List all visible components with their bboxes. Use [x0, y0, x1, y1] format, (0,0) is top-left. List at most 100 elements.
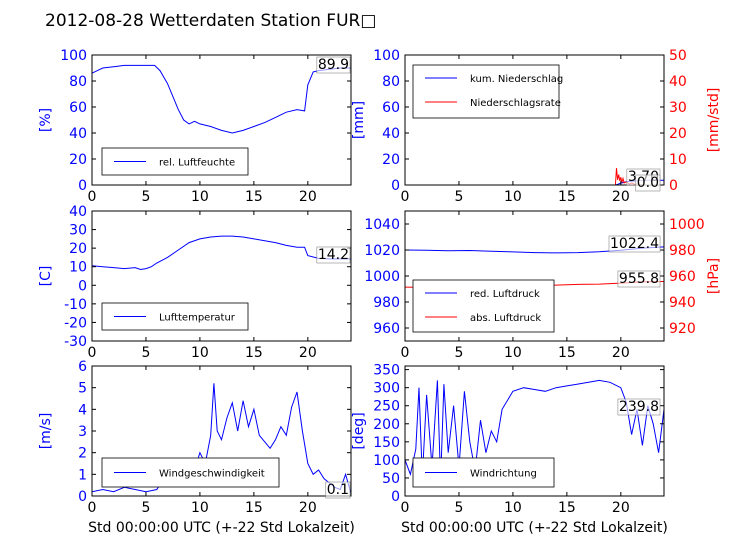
x-tick-label: 10: [191, 189, 209, 205]
y-tick-label: -20: [64, 315, 87, 331]
y-tick-label: 100: [373, 48, 400, 64]
legend: Lufttemperatur: [101, 302, 249, 331]
x-axis-label: Std 00:00:00 UTC (+-22 Std Lokalzeit): [401, 520, 668, 536]
y-tick-label: 980: [373, 295, 400, 311]
y-axis-label: [mm]: [351, 101, 367, 139]
current-value-label: 955.8: [619, 271, 659, 287]
y-tick-label: 5: [78, 381, 87, 397]
y-tick-label: 300: [373, 381, 400, 397]
x-axis-label: Std 00:00:00 UTC (+-22 Std Lokalzeit): [88, 520, 355, 536]
y-tick-label: 0: [78, 278, 87, 294]
x-tick-label: 20: [612, 345, 630, 361]
y-tick-label: 60: [382, 100, 400, 116]
y-tick-label: 150: [373, 435, 400, 451]
y-tick-label: 1000: [364, 269, 400, 285]
y-tick-label: 40: [69, 126, 87, 142]
y-tick-label: 0: [78, 489, 87, 505]
y-tick-label: 50: [382, 471, 400, 487]
chart-panel-pressure: 0 5 10 15 20 960 980 1000 1020 1040 920 940 960 980 10…: [364, 210, 722, 361]
y-right-tick-label: 20: [669, 126, 687, 142]
x-tick-label: 20: [299, 500, 317, 516]
x-tick-label: 20: [299, 189, 317, 205]
axes-frame: [91, 54, 352, 186]
x-tick-label: 0: [401, 500, 410, 516]
legend-label: Niederschlagsrate: [470, 98, 561, 109]
y-tick-label: 100: [60, 48, 87, 64]
x-tick-label: 5: [141, 500, 150, 516]
x-tick-label: 15: [558, 189, 576, 205]
legend: rel. Luftfeuchte: [101, 147, 249, 176]
current-value-box: [617, 270, 661, 288]
x-tick-label: 0: [88, 189, 97, 205]
x-tick-label: 5: [454, 500, 463, 516]
y-tick-label: 960: [373, 321, 400, 337]
x-tick-label: 5: [454, 189, 463, 205]
y-tick-label: 0: [391, 489, 400, 505]
x-tick-label: 15: [558, 345, 576, 361]
y-right-tick-label: 980: [669, 243, 696, 259]
x-tick-label: 10: [191, 500, 209, 516]
figure-title: 2012-08-28 Wetterdaten Station FUR□: [45, 11, 376, 31]
x-tick-label: 0: [401, 345, 410, 361]
y-tick-label: 1020: [364, 243, 400, 259]
x-tick-label: 5: [454, 345, 463, 361]
current-value-box: [617, 398, 661, 416]
legend-label: abs. Luftdruck: [470, 313, 541, 324]
x-tick-label: 5: [141, 189, 150, 205]
legend: red. Luftdruck abs. Luftdruck: [412, 279, 555, 333]
x-tick-label: 10: [504, 500, 522, 516]
y-right-axis-label: [mm/std]: [706, 88, 722, 153]
legend: Windgeschwindigkeit: [101, 457, 280, 488]
y-tick-label: 10: [69, 260, 87, 276]
x-tick-label: 15: [245, 500, 263, 516]
legend: Windrichtung: [412, 457, 555, 488]
y-right-tick-label: 50: [669, 48, 687, 64]
y-tick-label: -10: [64, 297, 87, 313]
y-right-tick-label: 40: [669, 74, 687, 90]
y-tick-label: 80: [382, 74, 400, 90]
y-tick-label: 1040: [364, 217, 400, 233]
x-tick-label: 10: [191, 345, 209, 361]
current-value-label: 0.0: [637, 175, 659, 191]
x-tick-label: 5: [141, 345, 150, 361]
current-value-box: [316, 56, 351, 74]
y-axis-label: [C]: [38, 266, 54, 287]
x-tick-label: 15: [245, 189, 263, 205]
y-tick-label: 40: [382, 126, 400, 142]
current-value-box: [635, 174, 661, 192]
axes-frame: [404, 365, 665, 497]
x-tick-label: 10: [504, 189, 522, 205]
y-tick-label: 350: [373, 363, 400, 379]
y-tick-label: 20: [69, 241, 87, 257]
chart-panel-temperature: 0 5 10 15 20 -30 -20 -10 0 10 20 30 40 [C] Lufttempera…: [38, 204, 352, 361]
x-tick-label: 20: [299, 345, 317, 361]
y-right-tick-label: 10: [669, 152, 687, 168]
y-axis-label: [deg]: [351, 412, 367, 449]
chart-panel-humidity: 0 5 10 15 20 0 20 40 60 80 100 [%] rel. Luftfeuchte 8…: [38, 48, 352, 205]
series-line-humidity-0: [92, 64, 351, 134]
y-right-axis-label: [hPa]: [706, 258, 722, 294]
axes-frame: [91, 210, 352, 342]
y-tick-label: -30: [64, 334, 87, 350]
axes-frame: [404, 54, 665, 186]
legend-label: kum. Niederschlag: [470, 74, 563, 85]
current-value-label: 239.8: [619, 399, 659, 415]
x-tick-label: 0: [88, 345, 97, 361]
y-right-tick-label: 1000: [669, 217, 705, 233]
y-right-tick-label: 960: [669, 269, 696, 285]
x-tick-label: 0: [401, 189, 410, 205]
x-tick-label: 20: [612, 500, 630, 516]
y-tick-label: 20: [69, 152, 87, 168]
x-tick-label: 0: [88, 500, 97, 516]
current-value-label: 1022.4: [610, 236, 659, 252]
y-axis-label: [m/s]: [38, 413, 54, 450]
legend-label: Windrichtung: [470, 469, 537, 480]
y-tick-label: 60: [69, 100, 87, 116]
legend-box: [412, 279, 555, 333]
y-tick-label: 40: [69, 204, 87, 220]
y-tick-label: 20: [382, 152, 400, 168]
series-line-precipitation-1: [405, 168, 664, 185]
y-tick-label: 3: [78, 424, 87, 440]
